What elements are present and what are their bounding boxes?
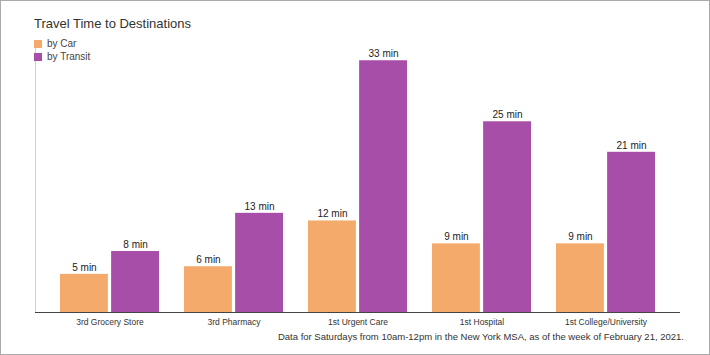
- svg-text:12 min: 12 min: [317, 208, 347, 219]
- html-text:Data for Saturdays from 10am-1: Data for Saturdays from 10am-12pm in the…: [277, 331, 684, 342]
- html-text:Travel Time to Destinations: Travel Time to Destinations: [34, 16, 191, 31]
- svg-text:13 min: 13 min: [245, 201, 275, 212]
- svg-text:1st Urgent Care: 1st Urgent Care: [328, 317, 388, 327]
- svg-text:6 min: 6 min: [196, 254, 220, 265]
- svg-text:5 min: 5 min: [72, 262, 96, 273]
- html-text:by Transit: by Transit: [47, 51, 91, 62]
- svg-text:1st Hospital: 1st Hospital: [460, 317, 505, 327]
- svg-text:9 min: 9 min: [444, 231, 468, 242]
- svg-text:1st College/University: 1st College/University: [565, 317, 648, 327]
- svg-text:21 min: 21 min: [617, 140, 647, 151]
- svg-text:8 min: 8 min: [123, 239, 147, 250]
- svg-text:9 min: 9 min: [568, 231, 592, 242]
- svg-text:3rd Grocery Store: 3rd Grocery Store: [76, 317, 144, 327]
- svg-text:3rd Pharmacy: 3rd Pharmacy: [208, 317, 262, 327]
- svg-text:33 min: 33 min: [369, 48, 399, 59]
- html-text:by Car: by Car: [47, 38, 77, 49]
- svg-text:25 min: 25 min: [493, 109, 523, 120]
